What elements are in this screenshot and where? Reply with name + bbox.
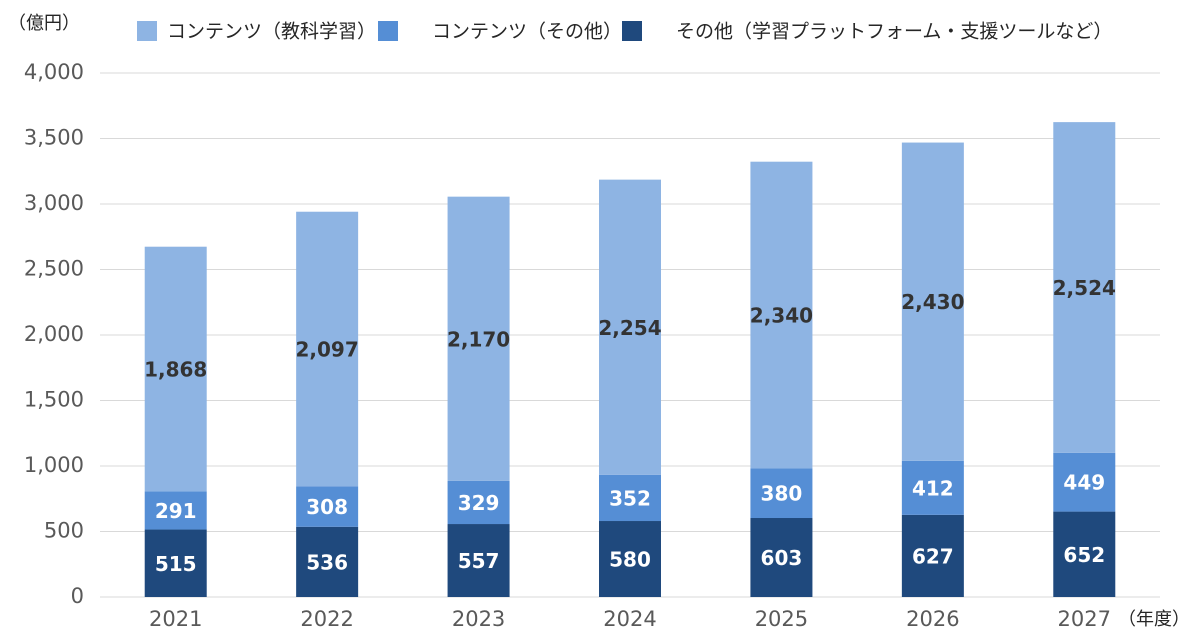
data-label: 1,868 — [144, 358, 207, 382]
data-label: 308 — [306, 495, 348, 519]
legend-swatch — [622, 21, 642, 41]
legend-label: コンテンツ（その他） — [432, 21, 622, 43]
bar-segment — [750, 518, 813, 597]
legend-label: その他（学習プラットフォーム・支援ツールなど） — [676, 21, 1112, 43]
y-tick-label: 500 — [44, 519, 84, 543]
data-label: 380 — [761, 482, 803, 506]
data-label: 2,340 — [750, 303, 813, 327]
legend-swatch — [378, 21, 398, 41]
data-label: 536 — [306, 550, 348, 574]
data-label: 291 — [155, 499, 197, 523]
x-tick-label: 2023 — [452, 607, 505, 631]
bar-segment — [447, 524, 510, 597]
bar-segment — [144, 491, 207, 530]
data-label: 2,170 — [447, 327, 510, 351]
data-label: 412 — [912, 476, 954, 500]
bar-segment — [599, 521, 661, 597]
x-tick-label: 2026 — [906, 607, 959, 631]
data-label: 329 — [458, 491, 500, 515]
data-label: 2,430 — [901, 290, 964, 314]
y-tick-label: 1,500 — [24, 388, 84, 412]
data-label: 2,097 — [296, 338, 359, 362]
data-label: 627 — [912, 544, 954, 568]
data-label: 557 — [458, 549, 500, 573]
bar-segment — [144, 246, 207, 492]
bar-segment — [296, 211, 359, 487]
bar-segment — [296, 486, 359, 527]
bar-segment — [750, 468, 813, 519]
y-tick-label: 2,500 — [24, 257, 84, 281]
bar-segment — [901, 514, 964, 597]
bar-segment — [599, 474, 661, 522]
data-label: 352 — [609, 486, 651, 510]
data-label: 2,254 — [598, 316, 661, 340]
y-tick-label: 3,000 — [24, 191, 84, 215]
bar-segment — [296, 526, 359, 597]
x-tick-label: 2021 — [149, 607, 202, 631]
bar-segment — [447, 196, 510, 481]
x-unit: （年度） — [1118, 609, 1190, 630]
x-tick-label: 2027 — [1058, 607, 1111, 631]
x-tick-label: 2022 — [300, 607, 353, 631]
y-tick-label: 0 — [71, 584, 84, 608]
bar-segment — [1053, 452, 1116, 512]
legend-label: コンテンツ（教科学習） — [167, 21, 376, 43]
x-tick-label: 2025 — [755, 607, 808, 631]
data-label: 603 — [761, 546, 803, 570]
data-label: 449 — [1063, 471, 1105, 495]
data-label: 580 — [609, 548, 651, 572]
y-tick-label: 3,500 — [24, 126, 84, 150]
bar-segment — [1053, 511, 1116, 597]
data-label: 2,524 — [1053, 276, 1116, 300]
bar-segment — [599, 179, 661, 475]
bar-segment — [447, 480, 510, 525]
y-unit: （億円） — [8, 13, 80, 34]
data-label: 652 — [1063, 543, 1105, 567]
y-tick-label: 4,000 — [24, 60, 84, 84]
bar-segment — [750, 161, 813, 469]
y-tick-label: 2,000 — [24, 322, 84, 346]
bar-segment — [144, 529, 207, 597]
y-tick-label: 1,000 — [24, 453, 84, 477]
data-label: 515 — [155, 552, 197, 576]
x-tick-label: 2024 — [603, 607, 656, 631]
bar-segment — [901, 460, 964, 515]
bar-segment — [1053, 122, 1116, 453]
legend-swatch — [137, 21, 157, 41]
bar-segment — [901, 142, 964, 461]
